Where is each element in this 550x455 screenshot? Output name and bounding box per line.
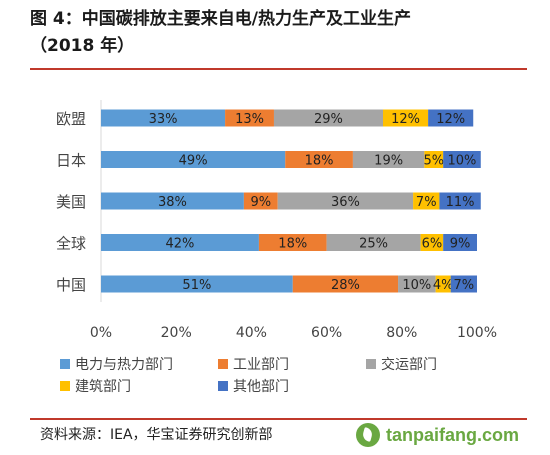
data-label: 7% <box>416 195 437 210</box>
bar-segment <box>258 234 327 251</box>
legend-swatch <box>366 359 376 369</box>
data-label: 18% <box>305 154 334 169</box>
legend-label: 建筑部门 <box>75 379 131 395</box>
bar-segment <box>424 151 444 168</box>
bar-segment <box>225 109 274 127</box>
legend-swatch <box>218 381 228 391</box>
data-label: 29% <box>314 112 343 127</box>
bar-segment <box>352 151 425 168</box>
data-label: 12% <box>436 112 465 127</box>
data-label: 5% <box>423 154 444 169</box>
category-label: 中国 <box>56 276 86 294</box>
legend-swatch <box>60 359 70 369</box>
data-label: 11% <box>446 195 475 210</box>
bar-segment <box>101 151 286 168</box>
stacked-bar-chart: 欧盟 33% 13% 29% 12% 12% 日本 49% 18% 19% 5% 10% 美国 38% 9%… <box>56 100 497 395</box>
category-label: 全球 <box>56 235 86 253</box>
bar-segment <box>243 192 278 210</box>
data-label: 18% <box>278 237 307 252</box>
title-divider <box>30 68 527 70</box>
watermark-text: tanpaifang.com <box>386 424 520 445</box>
data-label: 38% <box>158 195 187 210</box>
category-label: 日本 <box>56 152 86 170</box>
data-label: 9% <box>250 195 271 210</box>
x-tick-label: 100% <box>457 325 497 341</box>
chart-title: 图 4：中国碳排放主要来自电/热力生产及工业生产 （2018 年） <box>30 6 530 60</box>
bar-segment <box>101 234 259 251</box>
source-note: 资料来源：IEA，华宝证券研究创新部 <box>40 427 273 443</box>
bar-segment <box>398 275 436 293</box>
footer-divider <box>30 418 527 420</box>
data-label: 4% <box>433 278 454 293</box>
data-label: 9% <box>450 237 471 252</box>
bar-segment <box>383 109 429 127</box>
bar-segment <box>428 109 474 127</box>
x-tick-label: 80% <box>386 325 417 341</box>
watermark: tanpaifang.com <box>356 420 519 450</box>
legend-label: 交运部门 <box>381 356 437 373</box>
bar-segment <box>413 192 440 210</box>
category-label: 美国 <box>56 193 86 211</box>
data-label: 7% <box>454 278 475 293</box>
data-label: 13% <box>235 112 264 127</box>
data-label: 10% <box>448 154 477 169</box>
category-label: 欧盟 <box>56 110 86 128</box>
bar-segment <box>292 275 399 293</box>
x-tick-label: 20% <box>161 325 192 341</box>
bar-segment <box>326 234 421 251</box>
chart-title-line-2: （2018 年） <box>30 36 135 56</box>
legend-swatch <box>218 359 228 369</box>
leaf-logo-icon <box>356 423 380 447</box>
data-label: 36% <box>331 195 360 210</box>
bar-segment <box>420 234 444 251</box>
bar-segment <box>101 109 226 127</box>
data-label: 51% <box>182 278 211 293</box>
x-tick-label: 0% <box>90 325 112 341</box>
data-label: 33% <box>149 112 178 127</box>
bar-segment <box>277 192 414 210</box>
data-label: 25% <box>359 237 388 252</box>
bar-segment <box>285 151 353 168</box>
bar-segment <box>450 275 477 293</box>
bar-segment <box>443 151 481 168</box>
data-label: 19% <box>374 154 403 169</box>
bar-segment <box>101 192 244 210</box>
bar-segment <box>443 234 477 251</box>
data-label: 10% <box>402 278 431 293</box>
data-label: 28% <box>331 278 360 293</box>
bar-segment <box>101 275 293 293</box>
legend-label: 工业部门 <box>233 357 289 373</box>
bar-segment <box>435 275 451 293</box>
legend-swatch <box>60 381 70 391</box>
bar-segment <box>273 109 383 127</box>
data-label: 6% <box>422 237 443 252</box>
data-label: 49% <box>179 154 208 169</box>
chart-title-line-1: 图 4：中国碳排放主要来自电/热力生产及工业生产 <box>30 9 411 29</box>
x-tick-label: 60% <box>311 325 342 341</box>
data-label: 42% <box>166 237 195 252</box>
legend-label: 电力与热力部门 <box>75 357 173 373</box>
legend-label: 其他部门 <box>233 379 289 395</box>
data-label: 12% <box>391 112 420 127</box>
x-tick-label: 40% <box>236 325 267 341</box>
bar-segment <box>439 192 481 210</box>
